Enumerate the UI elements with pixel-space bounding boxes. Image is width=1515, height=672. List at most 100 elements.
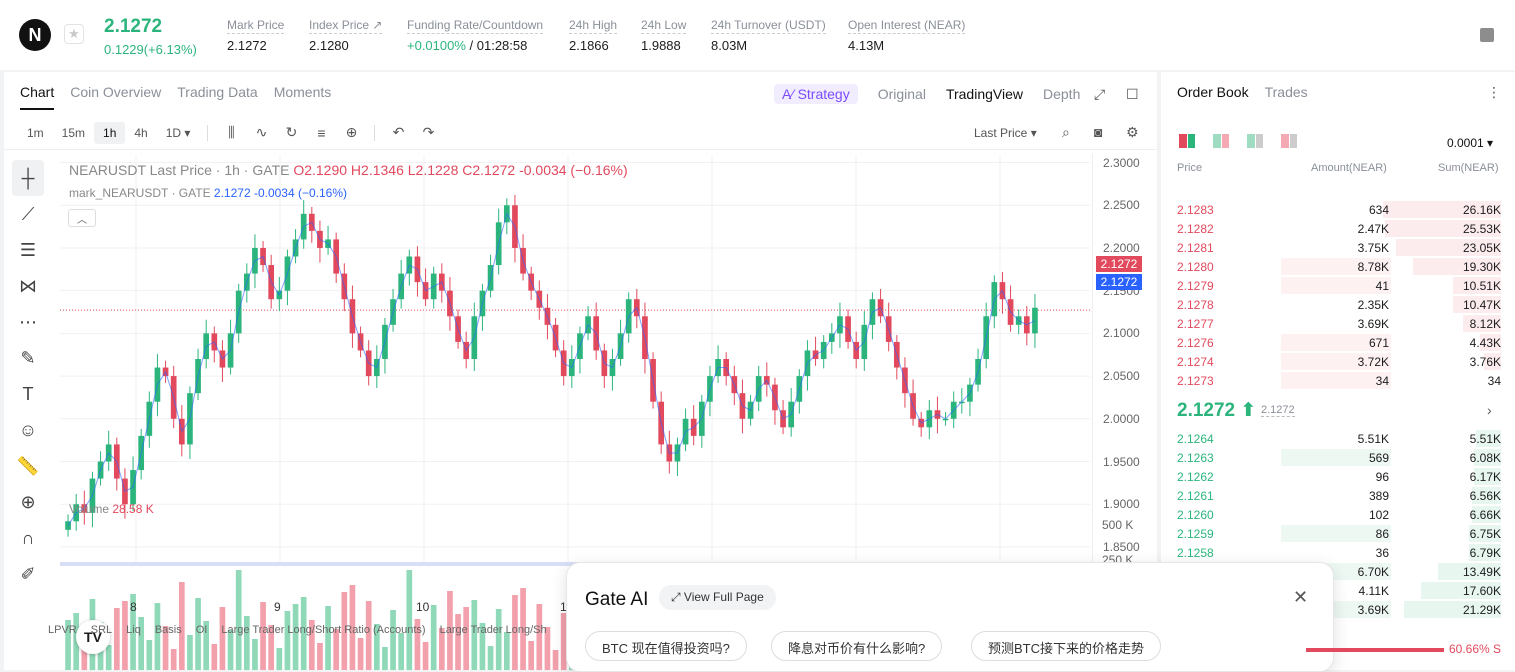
strategy-button[interactable]: A⁄ Strategy	[774, 84, 858, 104]
ask-row[interactable]: 2.1276 671 4.43K	[1161, 333, 1515, 352]
volume-bar	[203, 621, 210, 670]
indicator-srl[interactable]: SRL	[90, 624, 113, 636]
amount-depth-bar	[1281, 277, 1391, 294]
tab-trades[interactable]: Trades	[1264, 84, 1308, 100]
tab-order-book[interactable]: Order Book	[1177, 84, 1249, 100]
near-logo-icon: N	[19, 19, 51, 51]
volume-bar	[243, 616, 250, 670]
bid-row[interactable]: 2.1262 96 6.17K	[1161, 467, 1515, 486]
ask-row[interactable]: 2.1273 34 34	[1161, 371, 1515, 390]
timeframe-4h[interactable]: 4h	[134, 125, 148, 140]
emoji-icon[interactable]: ☺	[18, 419, 38, 440]
indicator-large-trader-positions[interactable]: Large Trader Long/Sh	[439, 624, 547, 636]
bid-row[interactable]: 2.1261 389 6.56K	[1161, 486, 1515, 505]
search-icon[interactable]: ⌕	[1062, 124, 1070, 140]
text-icon[interactable]: T	[22, 383, 34, 404]
magnet-icon[interactable]: ∩	[21, 527, 35, 548]
view-full-page-button[interactable]: ⤢ View Full Page	[659, 585, 776, 610]
stat-24h-high: 24h High 2.1866	[569, 18, 618, 53]
timeframe-1m[interactable]: 1m	[27, 125, 44, 140]
timeframe-15m[interactable]: 15m	[61, 125, 86, 140]
tab-moments[interactable]: Moments	[273, 84, 332, 100]
mode-asks-icon[interactable]	[1281, 134, 1297, 148]
bid-row[interactable]: 2.1263 569 6.08K	[1161, 448, 1515, 467]
tradingview-logo-icon[interactable]: TV	[76, 620, 110, 654]
tab-trading-data[interactable]: Trading Data	[177, 84, 258, 100]
price-source-select[interactable]: Last Price ▾	[974, 126, 1037, 140]
chevron-right-icon[interactable]: ›	[1487, 402, 1492, 418]
ask-row[interactable]: 2.1282 2.47K 25.53K	[1161, 219, 1515, 238]
stat-index-price[interactable]: Index Price ↗ 2.1280	[309, 18, 383, 53]
camera-icon[interactable]: ◙	[1094, 124, 1103, 140]
book-icon[interactable]	[1480, 28, 1494, 42]
candle-type-icon[interactable]: ⫼	[228, 124, 235, 140]
prediction-icon[interactable]: ⋯	[19, 311, 37, 332]
price-axis[interactable]: 2.3000 2.2500 2.2000 2.1500 2.1000 2.0500 2.00…	[1092, 154, 1157, 564]
tab-depth[interactable]: Depth	[1043, 86, 1081, 102]
close-icon[interactable]: ✕	[1293, 587, 1309, 607]
indicator-basis[interactable]: Basis	[154, 624, 182, 636]
bid-row[interactable]: 4.11K 17.60K	[1161, 581, 1515, 600]
mode-bids-icon[interactable]	[1247, 134, 1263, 148]
tab-coin-overview[interactable]: Coin Overview	[70, 84, 162, 100]
bid-row[interactable]: 2.1260 102 6.66K	[1161, 505, 1515, 524]
sum-depth-bar	[1396, 239, 1501, 256]
more-options-icon[interactable]: ⋮	[1487, 84, 1501, 100]
indicators-icon[interactable]: ∿	[255, 124, 268, 140]
tab-tradingview[interactable]: TradingView	[945, 86, 1023, 102]
replay-icon[interactable]: ↻	[285, 124, 298, 140]
ask-row[interactable]: 2.1280 8.78K 19.30K	[1161, 257, 1515, 276]
ai-question-button[interactable]: BTC 现在值得投资吗?	[585, 631, 747, 661]
candlestick-chart[interactable]	[60, 154, 1090, 564]
expand-icon[interactable]: ⤢	[1094, 86, 1106, 102]
timeframe-1h[interactable]: 1h	[94, 121, 126, 144]
ask-row[interactable]: 2.1281 3.75K 23.05K	[1161, 238, 1515, 257]
pattern-icon[interactable]: ⋈	[19, 275, 37, 296]
mode-buy-sell-icon[interactable]	[1213, 134, 1229, 148]
lock-icon[interactable]: ✐	[20, 563, 36, 584]
ask-row[interactable]: 2.1278 2.35K 10.47K	[1161, 295, 1515, 314]
indicator-large-trader-accounts[interactable]: Large Trader Long/Short Ratio (Accounts)	[221, 624, 426, 636]
fib-icon[interactable]: ☰	[19, 239, 37, 260]
bid-row[interactable]: 2.1258 36 6.79K	[1161, 543, 1515, 562]
timeframe-1d[interactable]: 1D ▾	[165, 125, 191, 140]
volume-bar	[447, 591, 453, 670]
ai-question-button[interactable]: 降息对币价有什么影响?	[771, 631, 943, 661]
indicator-liq[interactable]: Liq	[126, 624, 141, 636]
bid-row[interactable]: 2.1259 86 6.75K	[1161, 524, 1515, 543]
zoom-icon[interactable]: ⊕	[20, 491, 36, 512]
indicator-lpvr[interactable]: LPVR	[48, 624, 77, 636]
ai-question-button[interactable]: 预测BTC接下来的价格走势	[971, 631, 1162, 661]
ask-row[interactable]: 2.1277 3.69K 8.12K	[1161, 314, 1515, 333]
trendline-icon[interactable]: ⟋	[21, 203, 35, 224]
sum-cell: 6.79K	[1469, 546, 1501, 560]
ask-row[interactable]: 2.1283 634 26.16K	[1161, 200, 1515, 219]
window-icon[interactable]: ☐	[1126, 86, 1139, 102]
tab-original[interactable]: Original	[877, 86, 926, 102]
precision-select[interactable]: 0.0001 ▾	[1447, 136, 1494, 150]
templates-icon[interactable]: ≡	[317, 124, 326, 141]
ask-row[interactable]: 2.1274 3.72K 3.76K	[1161, 352, 1515, 371]
crosshair-icon[interactable]: ┼	[12, 160, 44, 196]
bid-row[interactable]: 2.1264 5.51K 5.51K	[1161, 429, 1515, 448]
brush-icon[interactable]: ✎	[20, 347, 36, 368]
collapse-legend-icon[interactable]: ︿	[68, 209, 96, 227]
sum-depth-bar	[1438, 563, 1501, 580]
mode-both-icon[interactable]	[1179, 134, 1195, 148]
indicator-oi[interactable]: OI	[195, 624, 208, 636]
settings-gear-icon[interactable]: ⚙	[1126, 124, 1139, 140]
favorite-star-icon[interactable]: ★	[64, 24, 84, 44]
ruler-icon[interactable]: 📏	[16, 455, 40, 476]
price-cell: 2.1280	[1177, 260, 1214, 274]
redo-icon[interactable]: ↷	[422, 124, 435, 140]
amount-cell: 671	[1368, 336, 1389, 350]
add-alert-icon[interactable]: ⊕	[345, 124, 358, 140]
volume-bar	[341, 592, 348, 670]
ask-row[interactable]: 2.1279 41 10.51K	[1161, 276, 1515, 295]
y-axis-tick: 2.1000	[1103, 326, 1140, 341]
undo-icon[interactable]: ↶	[392, 124, 405, 140]
sum-cell: 6.66K	[1469, 508, 1501, 522]
tab-chart[interactable]: Chart	[20, 84, 55, 110]
volume-bar	[154, 603, 161, 670]
volume-bar	[65, 620, 71, 670]
